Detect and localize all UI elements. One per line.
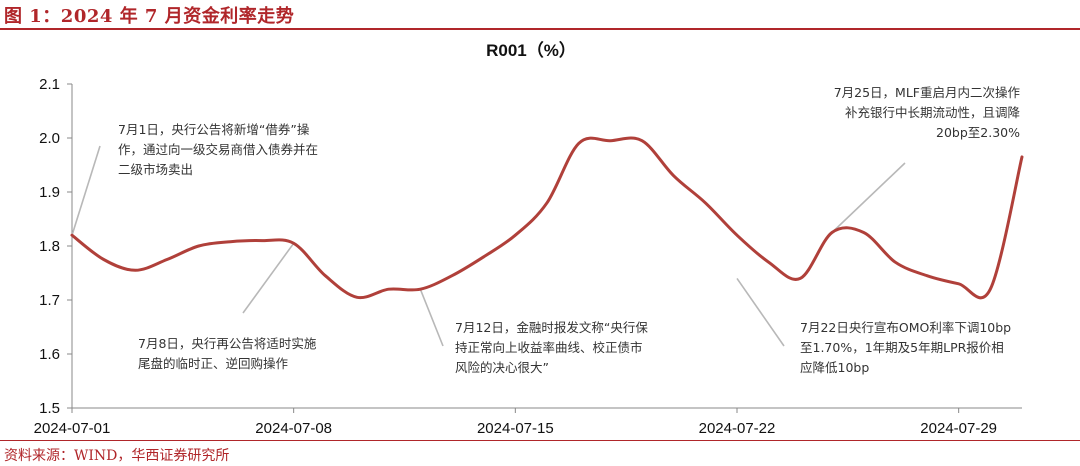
x-tick-label: 2024-07-15 xyxy=(477,420,554,437)
axes: 1.5 1.6 1.7 1.8 1.9 2.0 2.1 2024-07-01 2024-07-0… xyxy=(34,76,1022,437)
annotation-text-line: 7月12日，金融时报发文称“央行保 xyxy=(455,320,648,335)
annotation-text-line: 二级市场卖出 xyxy=(118,162,193,177)
y-tick-label: 1.5 xyxy=(39,400,60,417)
x-tick-label: 2024-07-01 xyxy=(34,420,111,437)
annotation-text-line: 作，通过向一级交易商借入债券并在 xyxy=(118,142,318,157)
top-rule xyxy=(0,28,1080,30)
annotation-text-line: 风险的决心很大” xyxy=(455,360,549,375)
figure-title: 图 1：2024 年 7 月资金利率走势 xyxy=(4,6,295,27)
annotation-text-line: 补充银行中长期流动性，且调降 xyxy=(845,105,1021,120)
x-tick-label: 2024-07-08 xyxy=(255,420,332,437)
annotation-text-line: 至1.70%，1年期及5年期LPR报价相 xyxy=(800,340,1004,355)
chart-title: R001（%） xyxy=(486,40,576,60)
r001-series-line xyxy=(70,136,1024,300)
annotation-leader-line xyxy=(736,277,785,347)
y-tick-label: 1.8 xyxy=(39,238,60,255)
y-tick-label: 2.1 xyxy=(39,76,60,93)
y-tick-label: 1.9 xyxy=(39,184,60,201)
source-note: 资料来源：WIND，华西证券研究所 xyxy=(4,448,230,464)
r001-line-chart: R001（%） 1.5 1.6 1.7 1.8 1.9 2.0 2.1 2024-07-01 2… xyxy=(34,40,1024,437)
bottom-rule xyxy=(0,440,1080,441)
annotation-leader-line xyxy=(419,288,444,347)
y-tick-label: 1.7 xyxy=(39,292,60,309)
x-tick-label: 2024-07-29 xyxy=(920,420,997,437)
annotation-text-line: 7月8日，央行再公告将适时实施 xyxy=(138,336,317,351)
annotation-text-line: 应降低10bp xyxy=(800,360,869,375)
annotation-leader-line xyxy=(71,145,101,236)
series-layer xyxy=(70,136,1024,300)
y-tick-label: 1.6 xyxy=(39,346,60,363)
y-tick-label: 2.0 xyxy=(39,130,60,147)
annotation-leader-line xyxy=(831,162,906,234)
annotation-text-line: 7月1日，央行公告将新增“借券”操 xyxy=(118,122,310,137)
annotation-text-line: 7月25日，MLF重启月内二次操作 xyxy=(834,85,1021,100)
annotation-leader-line xyxy=(242,242,295,314)
annotation-text-line: 尾盘的临时正、逆回购操作 xyxy=(138,356,289,371)
annotation-text-line: 7月22日央行宣布OMO利率下调10bp xyxy=(800,320,1011,335)
annotation-text-line: 持正常向上收益率曲线、校正债市 xyxy=(455,340,643,355)
x-tick-label: 2024-07-22 xyxy=(699,420,776,437)
annotation-leaders xyxy=(71,145,906,347)
annotation-text-line: 20bp至2.30% xyxy=(936,125,1020,140)
